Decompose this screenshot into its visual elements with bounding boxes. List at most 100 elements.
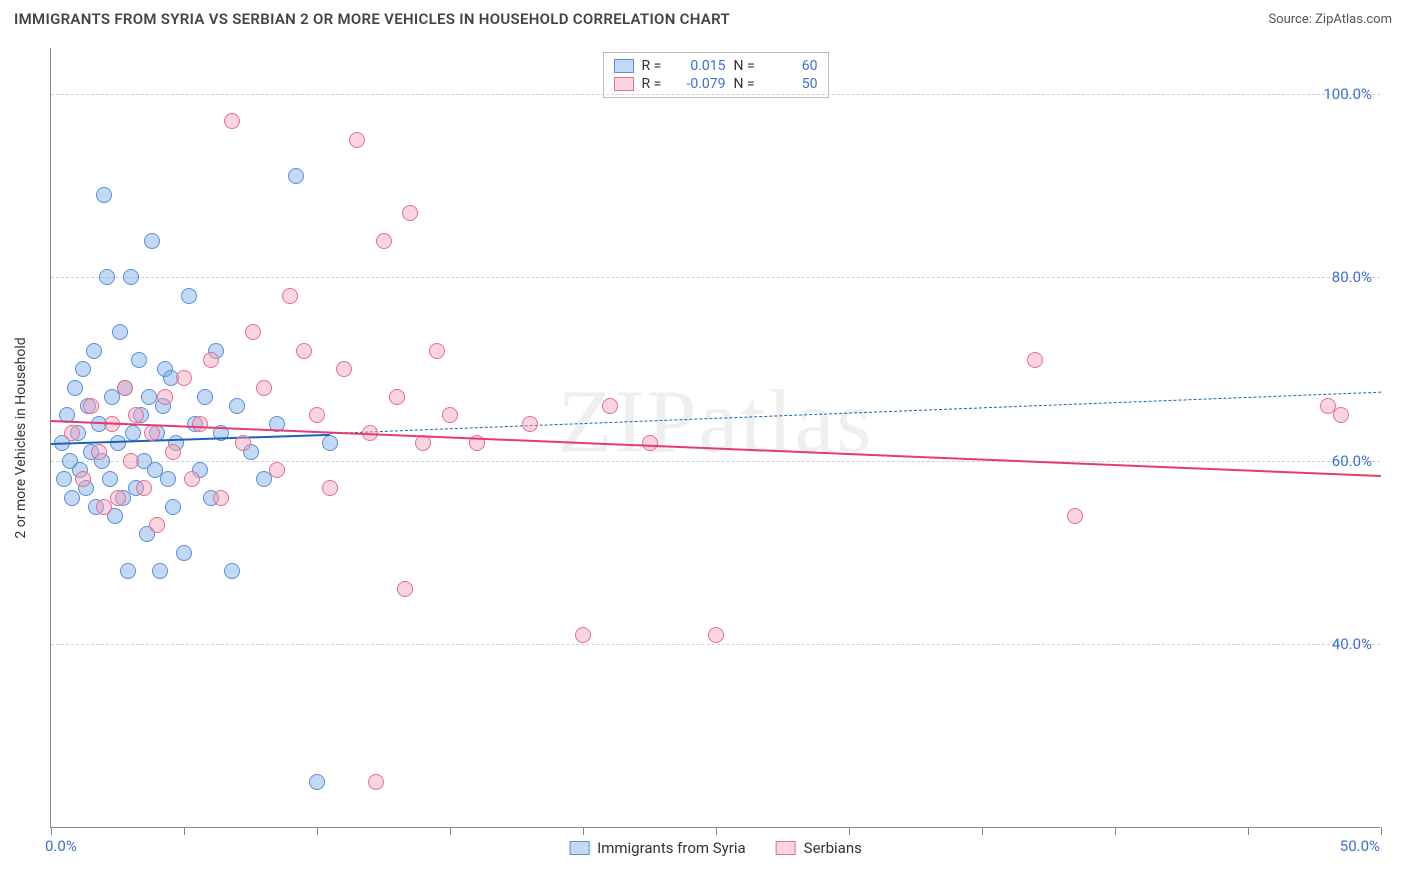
swatch-serbians-icon <box>776 841 796 855</box>
point-syria <box>56 471 72 487</box>
point-serbians <box>165 444 181 460</box>
gridline <box>51 277 1380 278</box>
point-serbians <box>1333 407 1349 423</box>
point-serbians <box>376 233 392 249</box>
legend-item-serbians: Serbians <box>776 839 862 857</box>
swatch-syria <box>614 59 634 73</box>
title-bar: IMMIGRANTS FROM SYRIA VS SERBIAN 2 OR MO… <box>0 0 1406 34</box>
point-syria <box>86 343 102 359</box>
point-syria <box>288 168 304 184</box>
point-serbians <box>128 407 144 423</box>
point-serbians <box>235 435 251 451</box>
point-serbians <box>192 416 208 432</box>
scatter-plot: 2 or more Vehicles in Household ZIPatlas… <box>50 48 1380 828</box>
legend-correlation: R = 0.015 N = 60 R = -0.079 N = 50 <box>603 52 829 98</box>
point-syria <box>144 233 160 249</box>
x-tick <box>1248 827 1249 835</box>
point-serbians <box>708 627 724 643</box>
point-syria <box>125 425 141 441</box>
point-serbians <box>336 361 352 377</box>
x-tick <box>184 827 185 835</box>
x-tick <box>1381 827 1382 835</box>
point-serbians <box>397 581 413 597</box>
point-serbians <box>149 517 165 533</box>
point-serbians <box>402 205 418 221</box>
point-serbians <box>602 398 618 414</box>
point-serbians <box>429 343 445 359</box>
point-serbians <box>282 288 298 304</box>
point-serbians <box>83 398 99 414</box>
x-tick <box>51 827 52 835</box>
point-serbians <box>203 352 219 368</box>
point-serbians <box>64 425 80 441</box>
point-serbians <box>224 113 240 129</box>
point-syria <box>309 774 325 790</box>
x-tick <box>716 827 717 835</box>
point-syria <box>224 563 240 579</box>
point-serbians <box>368 774 384 790</box>
x-min-label: 0.0% <box>45 837 77 855</box>
trend-line <box>330 392 1381 434</box>
y-tick-label: 40.0% <box>1332 635 1372 653</box>
x-max-label: 50.0% <box>1340 837 1380 855</box>
point-serbians <box>117 380 133 396</box>
point-syria <box>123 269 139 285</box>
point-syria <box>160 471 176 487</box>
point-serbians <box>1027 352 1043 368</box>
point-serbians <box>184 471 200 487</box>
point-serbians <box>269 462 285 478</box>
point-syria <box>120 563 136 579</box>
legend-series: Immigrants from Syria Serbians <box>569 839 862 857</box>
point-syria <box>322 435 338 451</box>
point-syria <box>229 398 245 414</box>
point-serbians <box>349 132 365 148</box>
legend-item-syria: Immigrants from Syria <box>569 839 746 857</box>
source-label: Source: ZipAtlas.com <box>1268 12 1392 27</box>
legend-row-syria: R = 0.015 N = 60 <box>614 57 818 75</box>
point-syria <box>197 389 213 405</box>
point-serbians <box>309 407 325 423</box>
trend-line <box>51 433 330 444</box>
point-syria <box>102 471 118 487</box>
point-serbians <box>144 425 160 441</box>
swatch-serbians <box>614 77 634 91</box>
y-axis-label: 2 or more Vehicles in Household <box>13 337 29 538</box>
point-serbians <box>522 416 538 432</box>
point-syria <box>99 269 115 285</box>
point-serbians <box>322 480 338 496</box>
point-serbians <box>75 471 91 487</box>
point-serbians <box>91 444 107 460</box>
point-serbians <box>575 627 591 643</box>
point-syria <box>181 288 197 304</box>
x-tick <box>583 827 584 835</box>
point-serbians <box>136 480 152 496</box>
point-serbians <box>389 389 405 405</box>
point-syria <box>152 563 168 579</box>
swatch-syria-icon <box>569 841 589 855</box>
point-serbians <box>213 490 229 506</box>
x-tick <box>450 827 451 835</box>
x-tick <box>317 827 318 835</box>
gridline <box>51 461 1380 462</box>
point-serbians <box>1067 508 1083 524</box>
point-syria <box>96 187 112 203</box>
point-syria <box>112 324 128 340</box>
y-tick-label: 80.0% <box>1332 268 1372 286</box>
gridline <box>51 94 1380 95</box>
chart-title: IMMIGRANTS FROM SYRIA VS SERBIAN 2 OR MO… <box>14 10 730 28</box>
point-syria <box>131 352 147 368</box>
y-tick-label: 60.0% <box>1332 452 1372 470</box>
point-syria <box>165 499 181 515</box>
point-serbians <box>110 490 126 506</box>
point-serbians <box>256 380 272 396</box>
point-serbians <box>157 389 173 405</box>
point-syria <box>176 545 192 561</box>
x-tick <box>982 827 983 835</box>
x-tick <box>1115 827 1116 835</box>
point-serbians <box>245 324 261 340</box>
legend-row-serbians: R = -0.079 N = 50 <box>614 75 818 93</box>
point-serbians <box>296 343 312 359</box>
point-serbians <box>176 370 192 386</box>
gridline <box>51 644 1380 645</box>
x-tick <box>849 827 850 835</box>
